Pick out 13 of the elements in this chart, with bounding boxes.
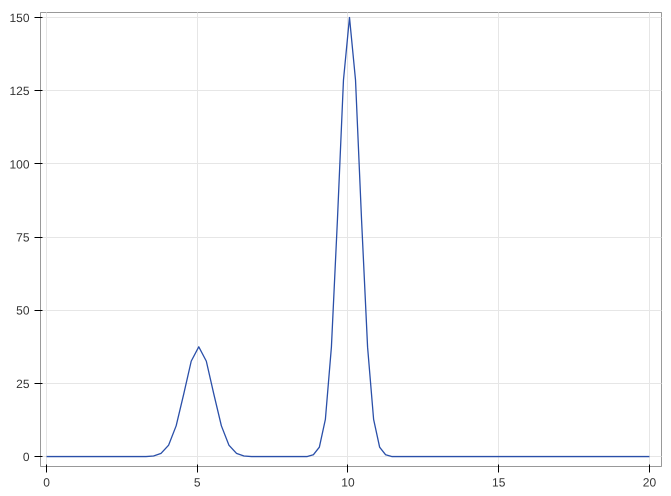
x-tick-label: 5	[194, 476, 201, 490]
x-tick-label: 0	[43, 476, 50, 490]
y-tick-label: 0	[22, 450, 30, 464]
line-series	[46, 16, 650, 458]
y-tick-label: 125	[9, 84, 30, 98]
x-tick-label: 15	[492, 476, 506, 490]
x-tick-label: 20	[642, 476, 656, 490]
y-tick-label: 100	[9, 157, 30, 172]
y-tick-label: 25	[16, 376, 30, 391]
x-tick-label: 10	[341, 476, 355, 490]
y-tick-label: 75	[16, 230, 30, 245]
y-tick-label: 50	[16, 304, 30, 318]
y-tick-label: 150	[9, 10, 30, 25]
